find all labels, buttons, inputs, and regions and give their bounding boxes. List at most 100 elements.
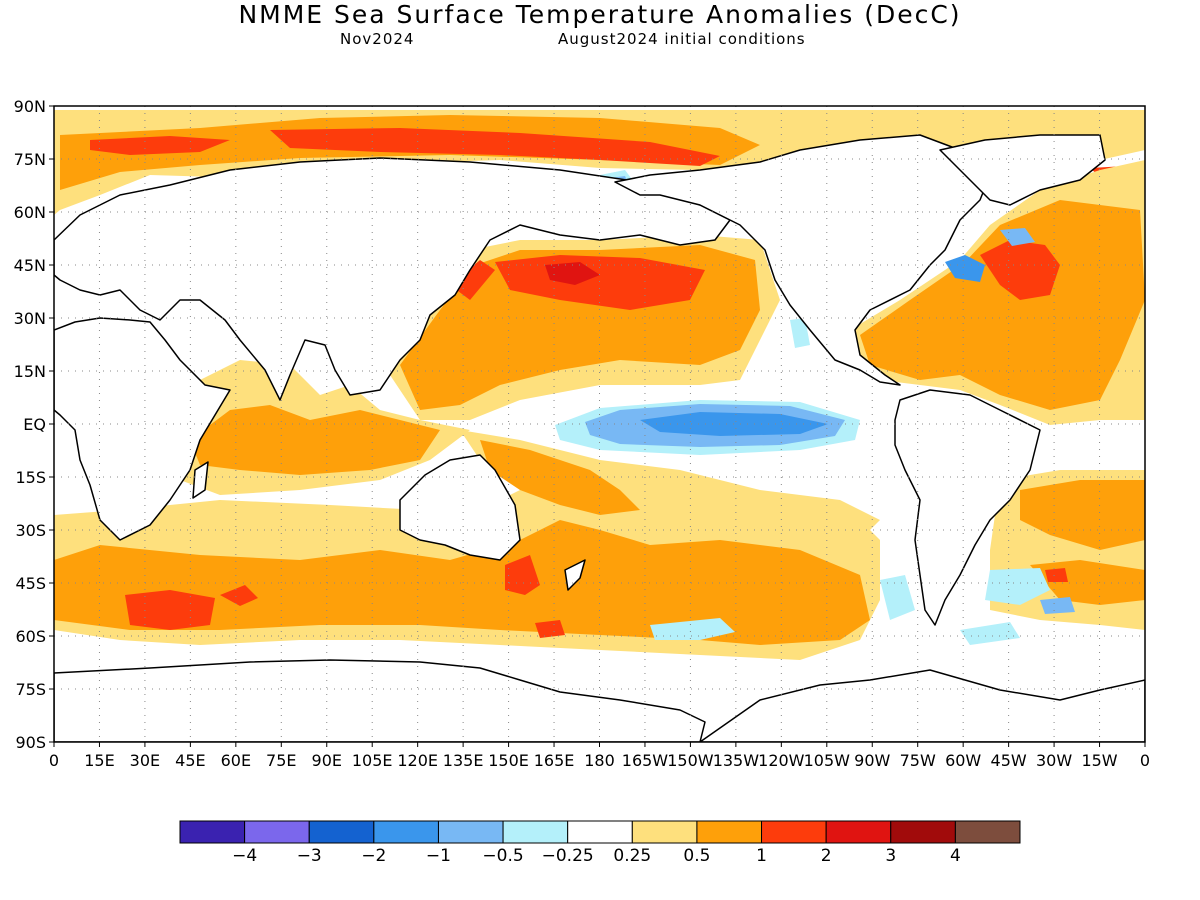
anomaly-region-south-atlantic-warmer (1020, 480, 1145, 550)
lon-label: 90E (312, 751, 342, 770)
initial-conditions: August2024 initial conditions (558, 30, 806, 48)
colorbar-swatch (373, 820, 439, 844)
lat-label: 30N (14, 309, 46, 328)
lat-label: 90N (14, 97, 46, 116)
land-eurasia (54, 157, 731, 401)
lon-label: 180 (584, 751, 615, 770)
anomaly-region-south-atlantic-cool (985, 568, 1050, 605)
colorbar-swatch (761, 820, 827, 844)
anomaly-region-arctic-hot (270, 128, 720, 166)
lon-label: 105W (804, 751, 851, 770)
colorbar-swatch (631, 820, 698, 844)
anomaly-region-south-atlantic-cold (1040, 597, 1075, 614)
land-south-america (894, 389, 1041, 626)
lon-label: 165W (622, 751, 669, 770)
anomaly-region-south-pacific-warmer (480, 440, 640, 515)
anomaly-region-southern-ocean-warmer (54, 520, 870, 645)
colorbar-swatch (954, 820, 1021, 844)
colorbar-swatch (567, 820, 633, 844)
colorbar-label: 2 (821, 846, 832, 866)
lat-label: 75S (15, 680, 46, 699)
lat-label: 75N (14, 150, 46, 169)
colorbar-swatch (179, 820, 246, 844)
colorbar-label: −3 (297, 846, 322, 866)
colorbar-label: 0.5 (683, 846, 710, 866)
anomaly-region-north-pacific-hot (450, 260, 495, 300)
land-australia (399, 454, 521, 561)
colorbar-label: 3 (885, 846, 896, 866)
lon-label: 45W (991, 751, 1027, 770)
colorbar-swatch (308, 820, 375, 844)
lon-label: 120W (758, 751, 805, 770)
anomaly-fields (54, 110, 1145, 660)
lon-label: 150E (488, 751, 529, 770)
anomaly-region-south-cool (960, 622, 1020, 645)
lat-label: 60N (14, 203, 46, 222)
lon-label: 150W (667, 751, 714, 770)
colorbar-swatch (244, 820, 310, 844)
lat-label: EQ (23, 415, 46, 434)
lon-label: 15W (1081, 751, 1117, 770)
anomaly-region-north-atlantic-hot (980, 240, 1060, 300)
axis-ticks: 0 15E 30E 45E 60E 75E 90E 105E 120E 135E 150E 165E 1… (14, 97, 1150, 770)
anomaly-region-east-pacific-cool (790, 318, 810, 348)
lat-label: 30S (15, 521, 46, 540)
lon-label: 165E (534, 751, 575, 770)
colorbar: −4 −3 −2 −1 −0.5 −0.25 0.25 0.5 1 2 3 4 (179, 820, 1021, 866)
lon-label: 90W (854, 751, 890, 770)
colorbar-label: −4 (232, 846, 257, 866)
colorbar-swatch (437, 820, 504, 844)
lat-label: 45N (14, 256, 46, 275)
forecast-month: Nov2024 (340, 30, 415, 48)
land-north-america (614, 134, 991, 386)
anomaly-region-indian-ocean-warmer (190, 405, 440, 475)
lon-label: 120E (397, 751, 438, 770)
anomaly-region-southern-ocean-hot (535, 620, 565, 638)
colorbar-label: −1 (426, 846, 451, 866)
anomaly-region-south-atlantic-hot (1045, 568, 1068, 582)
lon-label: 60E (221, 751, 251, 770)
lat-label: 90S (15, 733, 46, 752)
colorbar-swatch (825, 820, 892, 844)
lon-label: 30W (1036, 751, 1072, 770)
land-madagascar (192, 461, 209, 499)
lat-label: 15N (14, 362, 46, 381)
anomaly-region-north-atlantic-warmer (860, 200, 1145, 410)
lon-label: 0 (49, 751, 59, 770)
lon-label: 135E (443, 751, 484, 770)
lon-label: 30E (130, 751, 160, 770)
lon-label: 75W (900, 751, 936, 770)
colorbar-label: −0.5 (482, 846, 523, 866)
anomaly-region-south-cool (650, 618, 735, 640)
colorbar-label: −2 (361, 846, 386, 866)
anomaly-region-north-pacific-hotter (545, 262, 600, 285)
lon-label: 0 (1140, 751, 1150, 770)
anomaly-region-southern-ocean-hot (505, 555, 540, 595)
colorbar-swatch (696, 820, 763, 844)
colorbar-swatch (890, 820, 956, 844)
lon-label: 45E (175, 751, 205, 770)
lat-label: 15S (15, 468, 46, 487)
anomaly-region-southern-ocean-hot (125, 590, 215, 630)
anomaly-region-south-pacific-warm (460, 430, 880, 540)
colorbar-swatch (502, 820, 569, 844)
anomaly-region-southern-ocean-hot (220, 585, 258, 606)
colorbar-label: 0.25 (613, 846, 651, 866)
colorbar-label: 1 (756, 846, 767, 866)
lon-label: 105E (352, 751, 393, 770)
anomaly-region-south-cool (880, 575, 915, 620)
lon-label: 135W (713, 751, 760, 770)
land-africa (54, 317, 231, 541)
lon-label: 75E (266, 751, 296, 770)
anomaly-region-arctic-hot (90, 136, 230, 155)
lon-label: 60W (945, 751, 981, 770)
lon-label: 15E (84, 751, 114, 770)
map-title: NMME Sea Surface Temperature Anomalies (… (238, 0, 962, 29)
land-greenland (939, 134, 1106, 206)
anomaly-region-north-atlantic-cold (945, 255, 985, 282)
lat-label: 60S (15, 627, 46, 646)
lat-label: 45S (15, 574, 46, 593)
colorbar-label: −0.25 (542, 846, 594, 866)
colorbar-label: 4 (950, 846, 961, 866)
